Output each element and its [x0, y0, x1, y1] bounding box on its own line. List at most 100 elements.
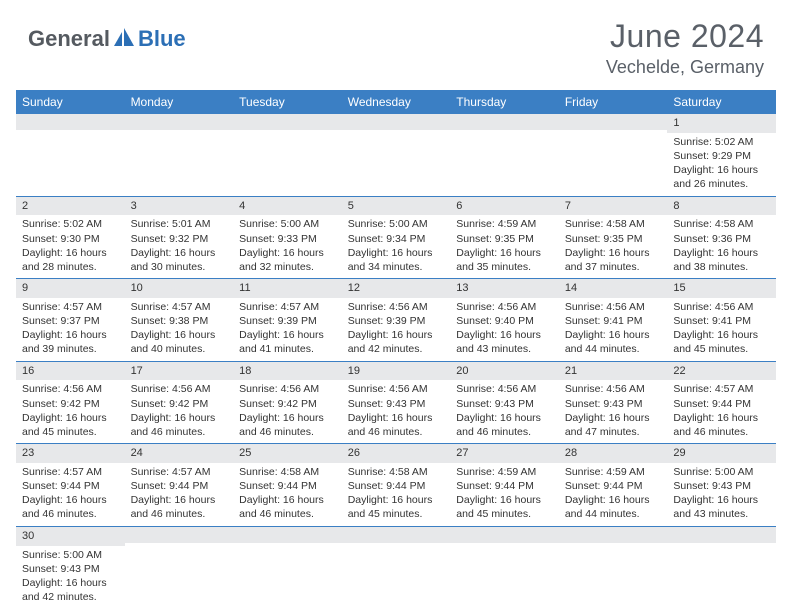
- daylight-text: Daylight: 16 hours and 39 minutes.: [22, 328, 119, 356]
- day-number: [450, 527, 559, 543]
- day-cell: 26 Sunrise: 4:58 AMSunset: 9:44 PMDayligh…: [342, 444, 451, 526]
- daylight-text: Daylight: 16 hours and 46 minutes.: [131, 411, 228, 439]
- daylight-text: Daylight: 16 hours and 46 minutes.: [131, 493, 228, 521]
- week-row: 2Sunrise: 5:02 AMSunset: 9:30 PMDaylight…: [16, 197, 776, 280]
- day-body: Sunrise: 4:57 AMSunset: 9:44 PMDaylight:…: [667, 380, 776, 443]
- weekday-header-row: SundayMondayTuesdayWednesdayThursdayFrid…: [16, 90, 776, 114]
- day-number: 24: [125, 444, 234, 463]
- sunrise-text: Sunrise: 5:00 AM: [239, 217, 336, 231]
- sunset-text: Sunset: 9:42 PM: [239, 397, 336, 411]
- daylight-text: Daylight: 16 hours and 43 minutes.: [673, 493, 770, 521]
- sunset-text: Sunset: 9:34 PM: [348, 232, 445, 246]
- day-cell: 14Sunrise: 4:56 AMSunset: 9:41 PMDayligh…: [559, 279, 668, 361]
- sunrise-text: Sunrise: 4:57 AM: [131, 300, 228, 314]
- day-body: [233, 130, 342, 136]
- sunset-text: Sunset: 9:33 PM: [239, 232, 336, 246]
- brand-logo: General Blue: [28, 18, 186, 52]
- day-cell: 30Sunrise: 5:00 AMSunset: 9:43 PMDayligh…: [16, 527, 125, 609]
- day-cell: [559, 114, 668, 196]
- sunrise-text: Sunrise: 4:59 AM: [456, 465, 553, 479]
- daylight-text: Daylight: 16 hours and 37 minutes.: [565, 246, 662, 274]
- day-body: [342, 130, 451, 136]
- day-number: 4: [233, 197, 342, 216]
- day-body: Sunrise: 5:00 AMSunset: 9:43 PMDaylight:…: [667, 463, 776, 526]
- daylight-text: Daylight: 16 hours and 44 minutes.: [565, 493, 662, 521]
- sunrise-text: Sunrise: 4:56 AM: [456, 382, 553, 396]
- day-cell: [342, 527, 451, 609]
- day-number: 8: [667, 197, 776, 216]
- day-cell: 24Sunrise: 4:57 AMSunset: 9:44 PMDayligh…: [125, 444, 234, 526]
- sunrise-text: Sunrise: 5:01 AM: [131, 217, 228, 231]
- week-row: 23Sunrise: 4:57 AMSunset: 9:44 PMDayligh…: [16, 444, 776, 527]
- daylight-text: Daylight: 16 hours and 35 minutes.: [456, 246, 553, 274]
- daylight-text: Daylight: 16 hours and 26 minutes.: [673, 163, 770, 191]
- day-body: Sunrise: 4:57 AMSunset: 9:38 PMDaylight:…: [125, 298, 234, 361]
- daylight-text: Daylight: 16 hours and 42 minutes.: [348, 328, 445, 356]
- daylight-text: Daylight: 16 hours and 45 minutes.: [348, 493, 445, 521]
- day-body: Sunrise: 4:57 AMSunset: 9:44 PMDaylight:…: [16, 463, 125, 526]
- day-cell: [342, 114, 451, 196]
- sunset-text: Sunset: 9:43 PM: [22, 562, 119, 576]
- daylight-text: Daylight: 16 hours and 46 minutes.: [673, 411, 770, 439]
- sunset-text: Sunset: 9:42 PM: [22, 397, 119, 411]
- sunrise-text: Sunrise: 4:57 AM: [673, 382, 770, 396]
- day-cell: 18Sunrise: 4:56 AMSunset: 9:42 PMDayligh…: [233, 362, 342, 444]
- sunset-text: Sunset: 9:44 PM: [348, 479, 445, 493]
- day-body: Sunrise: 4:58 AMSunset: 9:35 PMDaylight:…: [559, 215, 668, 278]
- sunset-text: Sunset: 9:39 PM: [348, 314, 445, 328]
- day-cell: [125, 114, 234, 196]
- sunrise-text: Sunrise: 4:57 AM: [131, 465, 228, 479]
- daylight-text: Daylight: 16 hours and 44 minutes.: [565, 328, 662, 356]
- day-number: 12: [342, 279, 451, 298]
- day-body: Sunrise: 4:56 AMSunset: 9:42 PMDaylight:…: [125, 380, 234, 443]
- sunrise-text: Sunrise: 4:58 AM: [239, 465, 336, 479]
- sunrise-text: Sunrise: 4:58 AM: [348, 465, 445, 479]
- day-number: 2: [16, 197, 125, 216]
- day-number: 5: [342, 197, 451, 216]
- daylight-text: Daylight: 16 hours and 28 minutes.: [22, 246, 119, 274]
- day-number: [342, 527, 451, 543]
- weekday-label: Thursday: [450, 90, 559, 114]
- day-body: Sunrise: 4:57 AMSunset: 9:39 PMDaylight:…: [233, 298, 342, 361]
- day-body: Sunrise: 5:01 AMSunset: 9:32 PMDaylight:…: [125, 215, 234, 278]
- day-body: Sunrise: 4:57 AMSunset: 9:44 PMDaylight:…: [125, 463, 234, 526]
- day-cell: 15Sunrise: 4:56 AMSunset: 9:41 PMDayligh…: [667, 279, 776, 361]
- sunrise-text: Sunrise: 5:00 AM: [673, 465, 770, 479]
- day-number: [233, 114, 342, 130]
- day-number: 7: [559, 197, 668, 216]
- day-number: 27: [450, 444, 559, 463]
- day-body: [450, 543, 559, 549]
- daylight-text: Daylight: 16 hours and 41 minutes.: [239, 328, 336, 356]
- day-cell: 1Sunrise: 5:02 AMSunset: 9:29 PMDaylight…: [667, 114, 776, 196]
- day-number: 11: [233, 279, 342, 298]
- day-cell: 23Sunrise: 4:57 AMSunset: 9:44 PMDayligh…: [16, 444, 125, 526]
- day-number: [125, 527, 234, 543]
- daylight-text: Daylight: 16 hours and 46 minutes.: [239, 411, 336, 439]
- day-number: 30: [16, 527, 125, 546]
- day-body: Sunrise: 4:59 AMSunset: 9:44 PMDaylight:…: [450, 463, 559, 526]
- daylight-text: Daylight: 16 hours and 46 minutes.: [456, 411, 553, 439]
- day-number: 28: [559, 444, 668, 463]
- sunset-text: Sunset: 9:41 PM: [565, 314, 662, 328]
- day-number: [342, 114, 451, 130]
- sunrise-text: Sunrise: 4:56 AM: [239, 382, 336, 396]
- week-row: 1Sunrise: 5:02 AMSunset: 9:29 PMDaylight…: [16, 114, 776, 197]
- sunrise-text: Sunrise: 5:00 AM: [348, 217, 445, 231]
- day-number: 20: [450, 362, 559, 381]
- daylight-text: Daylight: 16 hours and 47 minutes.: [565, 411, 662, 439]
- sunset-text: Sunset: 9:40 PM: [456, 314, 553, 328]
- day-cell: [450, 114, 559, 196]
- day-number: 26: [342, 444, 451, 463]
- sunrise-text: Sunrise: 4:57 AM: [22, 465, 119, 479]
- day-cell: 21Sunrise: 4:56 AMSunset: 9:43 PMDayligh…: [559, 362, 668, 444]
- day-body: Sunrise: 4:56 AMSunset: 9:41 PMDaylight:…: [559, 298, 668, 361]
- sunrise-text: Sunrise: 4:56 AM: [22, 382, 119, 396]
- weekday-label: Sunday: [16, 90, 125, 114]
- sunset-text: Sunset: 9:44 PM: [673, 397, 770, 411]
- day-number: 1: [667, 114, 776, 133]
- sunset-text: Sunset: 9:44 PM: [131, 479, 228, 493]
- day-cell: 19Sunrise: 4:56 AMSunset: 9:43 PMDayligh…: [342, 362, 451, 444]
- sunset-text: Sunset: 9:30 PM: [22, 232, 119, 246]
- day-cell: 20Sunrise: 4:56 AMSunset: 9:43 PMDayligh…: [450, 362, 559, 444]
- sunrise-text: Sunrise: 4:59 AM: [565, 465, 662, 479]
